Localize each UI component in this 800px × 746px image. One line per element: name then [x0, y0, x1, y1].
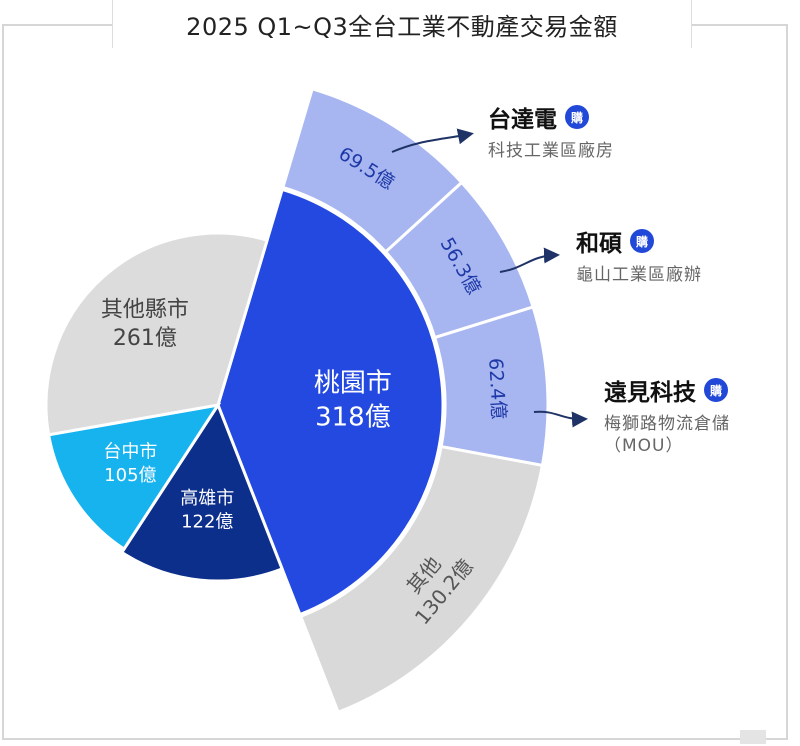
annotation-desc: 龜山工業區廠辦 — [576, 265, 702, 285]
annotation-pegatron: 和碩購 龜山工業區廠辦 — [576, 224, 702, 286]
pie-slice-0 — [216, 187, 445, 617]
corner-mark — [740, 730, 766, 744]
ring-segment-3 — [298, 444, 545, 715]
annotation-arrow-1 — [499, 247, 560, 273]
annotation-name: 和碩 — [576, 231, 622, 257]
pie-slice-2 — [46, 402, 222, 552]
slice-label-3: 其他縣市 261億 — [101, 297, 189, 351]
slice-label-0: 桃園市 318億 — [314, 369, 392, 433]
annotation-delta: 台達電購 科技工業區廠房 — [488, 100, 614, 162]
pie-slice-1 — [119, 401, 285, 583]
annotation-name: 遠見科技 — [604, 380, 696, 406]
annotation-arrow-2 — [533, 410, 588, 428]
title-box: 2025 Q1~Q3全台工業不動產交易金額 — [112, 0, 692, 48]
chart-title: 2025 Q1~Q3全台工業不動產交易金額 — [186, 12, 618, 41]
annotation-note: （MOU） — [604, 436, 684, 456]
slice-label-1: 高雄市 122億 — [180, 488, 234, 532]
ring-label-2: 62.4億 — [484, 357, 510, 419]
slice-label-2: 台中市 105億 — [103, 441, 157, 485]
buy-badge: 購 — [704, 378, 728, 402]
pie-slice-3 — [44, 231, 270, 437]
annotation-arrow-0 — [391, 128, 474, 153]
annotation-yuanjian: 遠見科技購 梅獅路物流倉儲 （MOU） — [604, 373, 730, 457]
annotation-desc: 梅獅路物流倉儲 — [604, 414, 730, 434]
annotation-name: 台達電 — [488, 107, 557, 133]
buy-badge: 購 — [630, 229, 654, 253]
annotation-desc: 科技工業區廠房 — [488, 141, 614, 161]
buy-badge: 購 — [565, 105, 589, 129]
